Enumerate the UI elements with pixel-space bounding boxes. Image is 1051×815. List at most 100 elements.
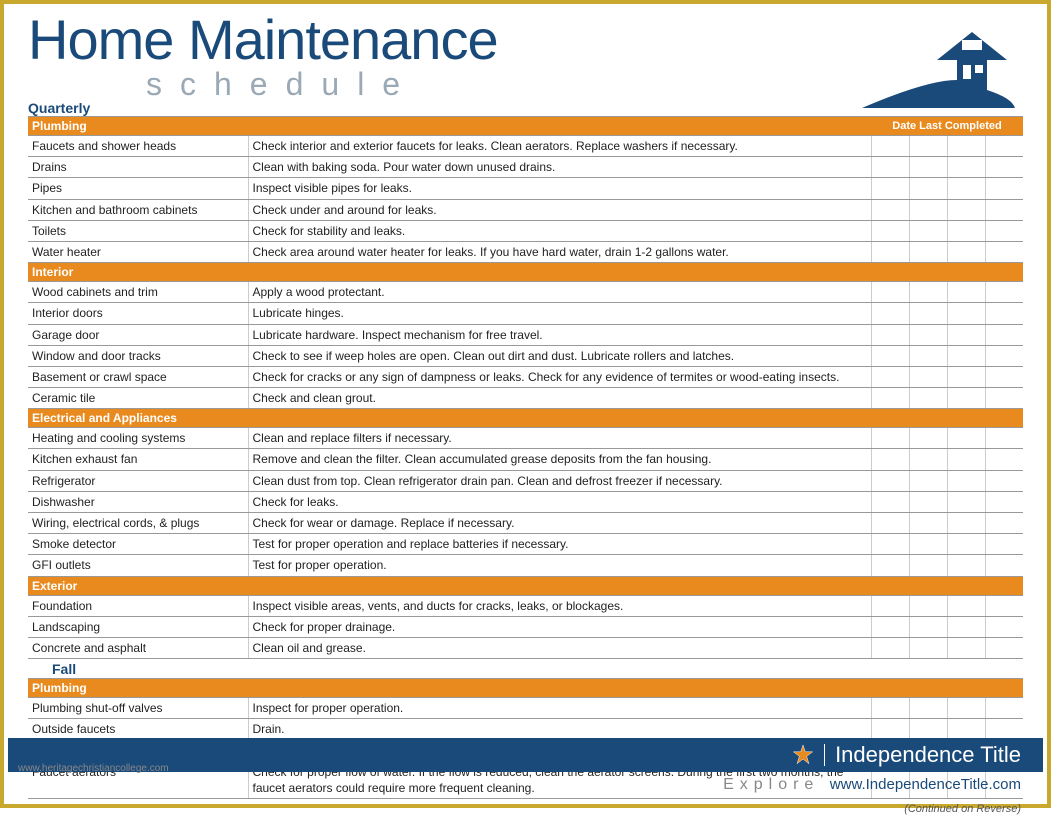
date-cell[interactable] [985,513,1023,534]
date-cell[interactable] [871,470,909,491]
date-cell[interactable] [985,428,1023,449]
date-cell[interactable] [871,241,909,262]
date-cell[interactable] [871,157,909,178]
date-cell[interactable] [947,534,985,555]
date-cell[interactable] [985,595,1023,616]
date-cell[interactable] [909,178,947,199]
date-cell[interactable] [871,513,909,534]
date-cell[interactable] [985,136,1023,157]
date-cell[interactable] [985,345,1023,366]
date-cell[interactable] [947,282,985,303]
date-cell[interactable] [909,388,947,409]
date-cell[interactable] [985,324,1023,345]
date-cell[interactable] [985,555,1023,576]
date-cell[interactable] [947,698,985,719]
task-cell: Clean dust from top. Clean refrigerator … [248,470,871,491]
date-cell[interactable] [985,157,1023,178]
date-cell[interactable] [871,698,909,719]
date-cell[interactable] [871,428,909,449]
date-cell[interactable] [871,136,909,157]
date-cell[interactable] [909,470,947,491]
date-cell[interactable] [985,220,1023,241]
date-cell[interactable] [909,220,947,241]
date-cell[interactable] [871,282,909,303]
date-cell[interactable] [909,366,947,387]
date-cell[interactable] [909,449,947,470]
date-cell[interactable] [871,366,909,387]
table-row: LandscapingCheck for proper drainage. [28,616,1023,637]
date-cell[interactable] [985,637,1023,658]
date-cell[interactable] [871,199,909,220]
date-cell[interactable] [947,157,985,178]
date-cell[interactable] [909,303,947,324]
date-cell[interactable] [909,513,947,534]
date-cell[interactable] [947,616,985,637]
date-cell[interactable] [985,178,1023,199]
date-cell[interactable] [871,324,909,345]
date-cell[interactable] [947,449,985,470]
date-cell[interactable] [909,698,947,719]
date-cell[interactable] [871,595,909,616]
date-cell[interactable] [871,534,909,555]
date-cell[interactable] [947,428,985,449]
date-cell[interactable] [947,366,985,387]
date-cell[interactable] [909,157,947,178]
date-cell[interactable] [871,345,909,366]
date-cell[interactable] [871,388,909,409]
date-cell[interactable] [985,698,1023,719]
date-cell[interactable] [909,345,947,366]
date-cell[interactable] [947,178,985,199]
date-cell[interactable] [871,719,909,740]
date-cell[interactable] [909,555,947,576]
date-cell[interactable] [985,199,1023,220]
date-cell[interactable] [947,595,985,616]
date-cell[interactable] [985,470,1023,491]
date-cell[interactable] [871,616,909,637]
date-cell[interactable] [871,637,909,658]
date-cell[interactable] [947,555,985,576]
date-cell[interactable] [985,449,1023,470]
date-cell[interactable] [947,345,985,366]
date-cell[interactable] [871,303,909,324]
date-cell[interactable] [947,513,985,534]
date-cell[interactable] [909,616,947,637]
date-cell[interactable] [909,282,947,303]
date-cell[interactable] [871,220,909,241]
date-cell[interactable] [871,555,909,576]
date-cell[interactable] [909,719,947,740]
date-cell[interactable] [985,534,1023,555]
date-cell[interactable] [947,136,985,157]
date-cell[interactable] [947,220,985,241]
item-cell: Landscaping [28,616,248,637]
date-cell[interactable] [909,241,947,262]
date-cell[interactable] [909,595,947,616]
date-cell[interactable] [947,199,985,220]
date-cell[interactable] [909,136,947,157]
date-cell[interactable] [985,366,1023,387]
date-cell[interactable] [985,491,1023,512]
date-cell[interactable] [909,491,947,512]
date-cell[interactable] [871,449,909,470]
date-cell[interactable] [947,241,985,262]
date-cell[interactable] [947,719,985,740]
date-cell[interactable] [909,199,947,220]
date-cell[interactable] [871,178,909,199]
date-cell[interactable] [947,491,985,512]
date-cell[interactable] [947,303,985,324]
table-row: Outside faucetsDrain. [28,719,1023,740]
date-cell[interactable] [985,303,1023,324]
date-cell[interactable] [947,388,985,409]
date-cell[interactable] [909,637,947,658]
date-cell[interactable] [985,719,1023,740]
date-cell[interactable] [871,491,909,512]
date-cell[interactable] [985,388,1023,409]
date-cell[interactable] [909,324,947,345]
date-cell[interactable] [985,241,1023,262]
date-cell[interactable] [985,282,1023,303]
date-cell[interactable] [947,324,985,345]
date-cell[interactable] [947,470,985,491]
date-cell[interactable] [909,534,947,555]
date-cell[interactable] [947,637,985,658]
date-cell[interactable] [985,616,1023,637]
date-cell[interactable] [909,428,947,449]
